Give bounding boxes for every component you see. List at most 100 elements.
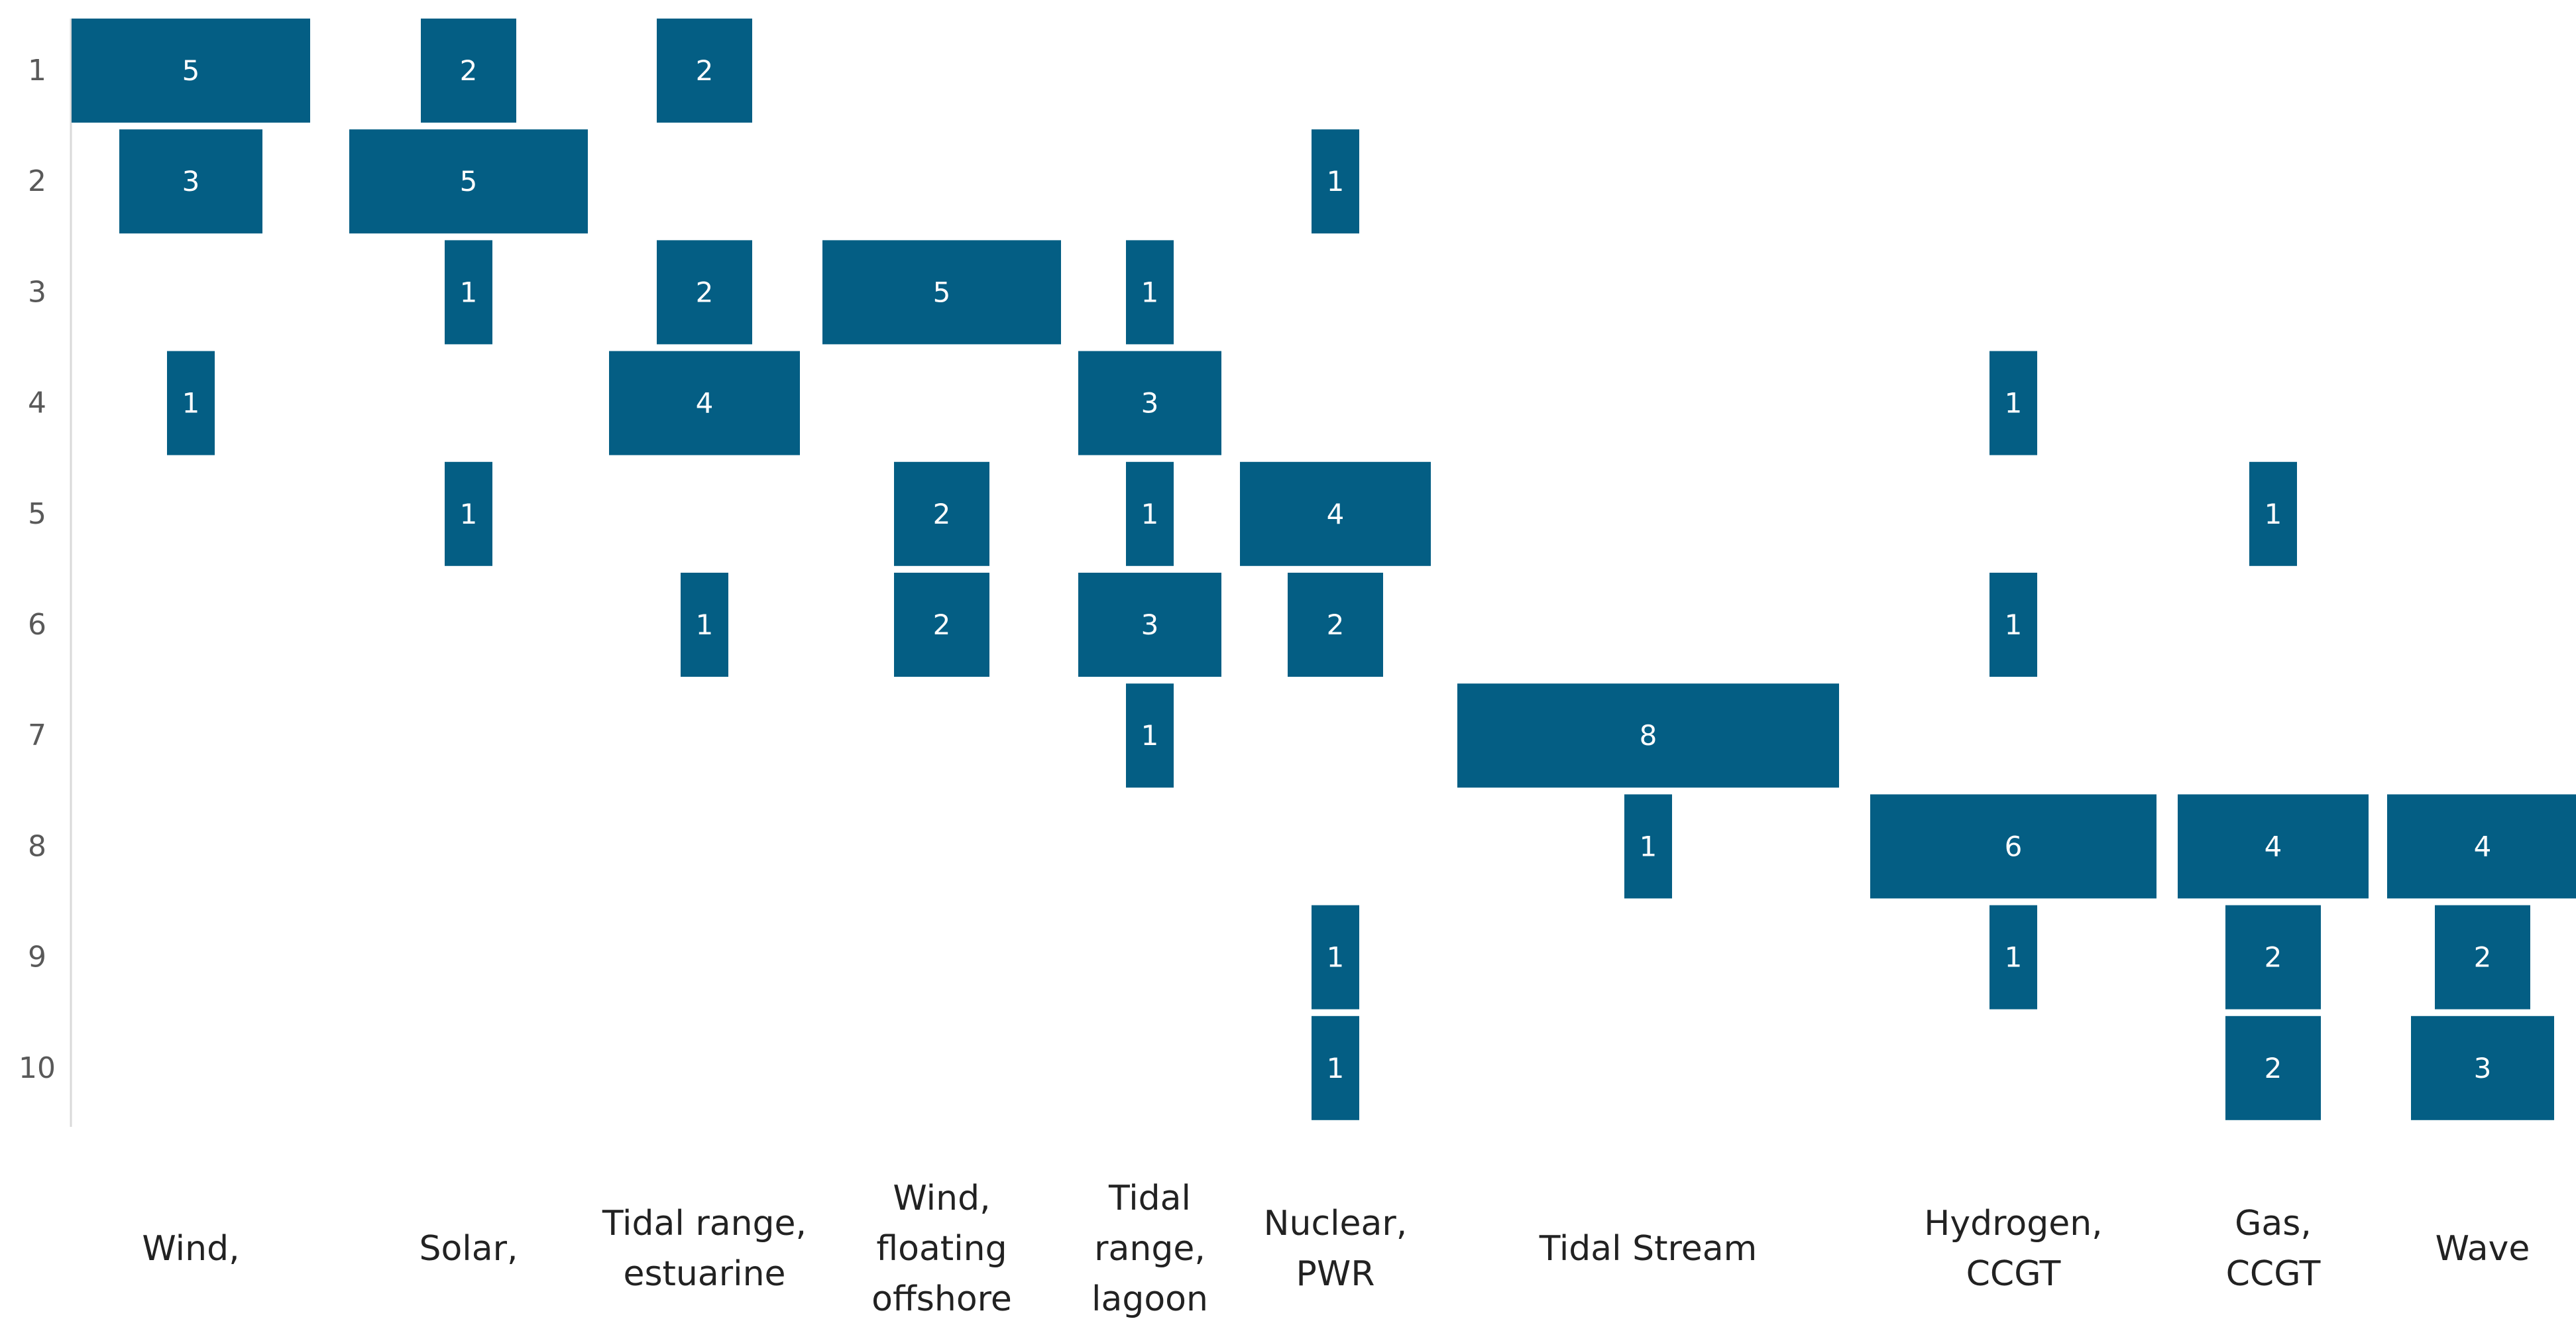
- cell-value-label: 4: [2474, 830, 2492, 862]
- cell-bar: [2387, 794, 2576, 899]
- category-label: Wind,: [142, 1229, 239, 1269]
- row-label: 1: [28, 54, 46, 87]
- cell-value-label: 8: [1640, 719, 1657, 752]
- cell-value-label: 1: [1141, 719, 1159, 752]
- category-label-line: estuarine: [623, 1254, 785, 1294]
- category-label: Tidal range, lagoon: [1092, 1179, 1208, 1319]
- cell-value-label: 6: [2005, 830, 2023, 862]
- cell-value-label: 3: [2474, 1052, 2492, 1084]
- row-label: 6: [28, 608, 46, 642]
- row-label: 2: [28, 164, 46, 198]
- cell-value-label: 1: [2005, 387, 2023, 420]
- category-label-line: Tidal range,: [602, 1204, 807, 1244]
- cell-value-label: 2: [2265, 1052, 2282, 1084]
- category-label-line: Solar,: [419, 1229, 518, 1269]
- cell-bar: [445, 461, 492, 566]
- cell-value-label: 2: [933, 498, 951, 530]
- cell-value-label: 1: [1327, 1052, 1345, 1084]
- row-label: 3: [28, 275, 46, 309]
- cell-value-label: 2: [2474, 941, 2492, 974]
- cell-value-label: 1: [1141, 276, 1159, 308]
- cell-bar: [349, 129, 588, 234]
- cell-bar: [1989, 905, 2037, 1010]
- category-label-line: Wind,: [893, 1179, 990, 1218]
- cell-value-label: 1: [182, 387, 200, 420]
- category-label: Solar,: [419, 1229, 518, 1269]
- cell-value-label: 4: [2265, 830, 2282, 862]
- category-label: Hydrogen, CCGT: [1924, 1204, 2102, 1294]
- category-label-line: CCGT: [2226, 1254, 2321, 1294]
- category-label-line: offshore: [871, 1279, 1012, 1319]
- cell-value-label: 1: [460, 276, 478, 308]
- category-label-line: Tidal Stream: [1539, 1229, 1758, 1269]
- category-label-line: Gas,: [2235, 1204, 2312, 1244]
- cell-value-label: 1: [1327, 941, 1345, 974]
- row-labels: 1 2 3 4 5 6 7 8 9 10: [19, 54, 56, 1085]
- cell-bar: [1312, 1016, 1359, 1120]
- cell-bar: [1312, 129, 1359, 234]
- cell-value-label: 1: [1141, 498, 1159, 530]
- row-label: 10: [19, 1051, 56, 1085]
- cell-value-label: 2: [460, 54, 478, 87]
- category-label-line: lagoon: [1092, 1279, 1208, 1319]
- cell-bar: [894, 461, 989, 566]
- cell-bar: [609, 351, 800, 455]
- cell-bar: [167, 351, 215, 455]
- cell-value-label: 3: [1141, 609, 1159, 641]
- cell-value-label: 3: [182, 165, 200, 198]
- cell-value-label: 4: [696, 387, 714, 420]
- cell-bar: [2249, 461, 2297, 566]
- cell-bar: [681, 573, 728, 677]
- cell-bar: [1989, 351, 2037, 455]
- cell-value-label: 1: [1327, 165, 1345, 198]
- cell-bar: [1126, 461, 1174, 566]
- category-label-line: Wave: [2436, 1229, 2530, 1269]
- cell-value-label: 5: [460, 165, 478, 198]
- cell-value-label: 2: [696, 276, 714, 308]
- cell-bar: [1126, 683, 1174, 788]
- cell-bar: [119, 129, 262, 234]
- cell-value-label: 3: [1141, 387, 1159, 420]
- category-label: Tidal range, estuarine: [602, 1204, 807, 1294]
- cell-bar: [1870, 794, 2156, 899]
- row-label: 5: [28, 497, 46, 531]
- category-label-line: Tidal: [1108, 1179, 1191, 1218]
- cell-bar: [2225, 1016, 2321, 1120]
- cell-bar: [1240, 461, 1431, 566]
- category-label-line: PWR: [1296, 1254, 1375, 1294]
- cell-value-label: 2: [696, 54, 714, 87]
- cell-value-label: 5: [182, 54, 200, 87]
- cell-bar: [1989, 573, 2037, 677]
- row-label: 9: [28, 941, 46, 974]
- cell-bar: [421, 19, 516, 123]
- category-label-line: Nuclear,: [1264, 1204, 1408, 1244]
- row-label: 8: [28, 829, 46, 863]
- cell-bar: [1457, 683, 1839, 788]
- cell-bar: [2411, 1016, 2554, 1120]
- cell-bar: [1078, 573, 1221, 677]
- cell-value-label: 1: [2005, 941, 2023, 974]
- cell-bar: [2178, 794, 2369, 899]
- category-label: Tidal Stream: [1539, 1229, 1758, 1269]
- cell-bar: [1312, 905, 1359, 1010]
- cell-bar: [72, 19, 310, 123]
- category-label-line: Hydrogen,: [1924, 1204, 2102, 1244]
- cell-bar: [445, 240, 492, 345]
- cell-bar: [657, 19, 752, 123]
- cell-bar: [1624, 794, 1672, 899]
- cell-value-label: 4: [1327, 498, 1345, 530]
- cell-bar: [1288, 573, 1383, 677]
- row-label: 7: [28, 719, 46, 752]
- cell-bar: [1126, 240, 1174, 345]
- cell-value-label: 1: [696, 609, 714, 641]
- cell-bar: [822, 240, 1061, 345]
- cell-bar: [1078, 351, 1221, 455]
- cell-value-label: 1: [1640, 830, 1657, 862]
- cell-bar: [2435, 905, 2530, 1010]
- category-label-line: CCGT: [1966, 1254, 2061, 1294]
- row-label: 4: [28, 386, 46, 420]
- category-label-line: Wind,: [142, 1229, 239, 1269]
- category-label: Gas, CCGT: [2226, 1204, 2321, 1294]
- category-label-line: floating: [876, 1229, 1007, 1269]
